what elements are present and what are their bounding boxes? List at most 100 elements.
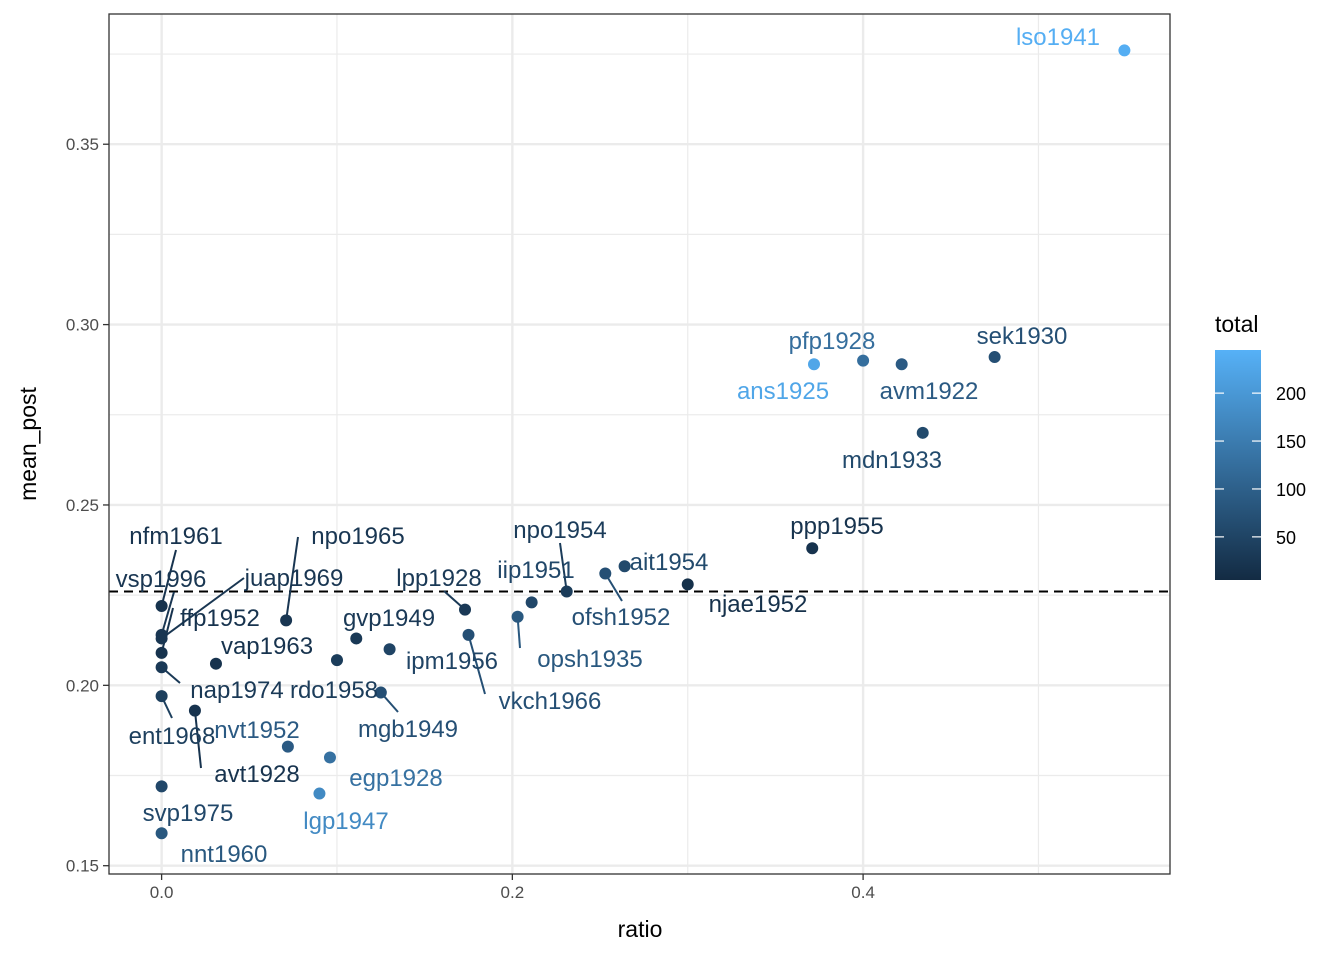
data-point [313, 787, 326, 800]
point-label: opsh1935 [537, 646, 642, 673]
plot-border [108, 13, 1171, 875]
data-point [155, 661, 168, 674]
x-tick-label: 0.0 [150, 883, 174, 902]
x-tick-label: 0.4 [851, 883, 875, 902]
point-label: ans1925 [737, 378, 829, 405]
point-labels: lso1941 pfp1928 ans1925 avm1922 sek1930 mdn19… [116, 24, 1100, 868]
point-label: pfp1928 [789, 328, 876, 355]
data-point [807, 358, 820, 371]
x-axis-title: ratio [618, 916, 663, 942]
data-point [330, 654, 343, 667]
point-label: egp1928 [349, 765, 442, 792]
colorbar-tick-label: 150 [1276, 432, 1306, 452]
data-point [155, 599, 168, 612]
data-point [374, 686, 387, 699]
data-point [459, 603, 472, 616]
point-label: rdo1958 [290, 677, 378, 704]
point-label: npo1965 [311, 523, 404, 550]
point-label: ent1968 [129, 723, 216, 750]
y-tick-label: 0.15 [66, 857, 99, 876]
plot-background [109, 14, 1170, 874]
data-point [618, 560, 631, 573]
colorbar-tick-label: 50 [1276, 528, 1296, 548]
leader-line [193, 710, 202, 769]
point-label: lpp1928 [396, 565, 481, 592]
point-label: vap1963 [221, 633, 313, 660]
data-point [511, 610, 524, 623]
data-point [462, 628, 475, 641]
point-label: ppp1955 [790, 513, 883, 540]
data-point [383, 643, 396, 656]
leader-line [467, 634, 486, 695]
point-label: lgp1947 [303, 808, 388, 835]
y-axis-title: mean_post [15, 386, 41, 500]
point-label: vsp1996 [116, 566, 207, 593]
colorbar [1215, 350, 1261, 580]
data-points [155, 44, 1131, 840]
point-label: ffp1952 [180, 605, 260, 632]
data-point [806, 542, 819, 555]
point-label: mdn1933 [842, 447, 942, 474]
leader-line [160, 549, 177, 607]
data-point [525, 596, 538, 609]
legend-title: total [1215, 311, 1258, 337]
data-point [599, 567, 612, 580]
data-point [350, 632, 363, 645]
point-label: ofsh1952 [572, 604, 671, 631]
point-label: nfm1961 [129, 523, 222, 550]
point-label: gvp1949 [343, 605, 435, 632]
leader-line [160, 591, 175, 636]
data-point [155, 690, 168, 703]
point-label: juap1969 [244, 565, 344, 592]
grid-lines [109, 14, 1170, 874]
point-label: lso1941 [1016, 24, 1100, 51]
data-point [857, 354, 870, 367]
point-label: svp1975 [143, 800, 234, 827]
point-label: njae1952 [709, 591, 808, 618]
colorbar-tick-label: 200 [1276, 384, 1306, 404]
data-point [560, 585, 573, 598]
colorbar-tick-label: 100 [1276, 480, 1306, 500]
leader-line [559, 542, 568, 592]
y-tick-label: 0.35 [66, 135, 99, 154]
point-label: sek1930 [977, 323, 1068, 350]
data-point [916, 426, 929, 439]
colorbar-legend: total 50 100 150 200 [1215, 311, 1306, 580]
data-point [681, 578, 694, 591]
point-label: nnt1960 [181, 841, 268, 868]
data-point [188, 704, 201, 717]
data-point [209, 657, 222, 670]
x-tick-label: 0.2 [501, 883, 525, 902]
y-tick-label: 0.25 [66, 496, 99, 515]
data-point [1118, 44, 1131, 57]
point-label: nvt1952 [214, 717, 299, 744]
y-axis: 0.15 0.20 0.25 0.30 0.35 [66, 135, 109, 876]
colorbar-ticks: 50 100 150 200 [1215, 384, 1306, 548]
point-label: ait1954 [630, 549, 709, 576]
data-point [155, 632, 168, 645]
data-point [988, 351, 1001, 364]
data-point [323, 751, 336, 764]
leader-line [160, 607, 174, 654]
point-label: avt1928 [214, 761, 299, 788]
data-point [155, 827, 168, 840]
point-label: npo1954 [513, 517, 606, 544]
data-point [280, 614, 293, 627]
point-label: mgb1949 [358, 716, 458, 743]
data-point [155, 780, 168, 793]
x-axis: 0.0 0.2 0.4 [150, 874, 875, 902]
point-label: ipm1956 [406, 648, 498, 675]
point-label: avm1922 [880, 378, 979, 405]
point-label: iip1951 [497, 557, 574, 584]
label-leader-lines [160, 536, 623, 769]
y-tick-label: 0.30 [66, 316, 99, 335]
data-point [155, 646, 168, 659]
y-tick-label: 0.20 [66, 676, 99, 695]
leader-line [285, 536, 299, 621]
point-label: nap1974 [190, 677, 283, 704]
data-point [895, 358, 908, 371]
point-label: vkch1966 [499, 688, 602, 715]
leader-line [161, 577, 245, 640]
data-point [281, 740, 294, 753]
